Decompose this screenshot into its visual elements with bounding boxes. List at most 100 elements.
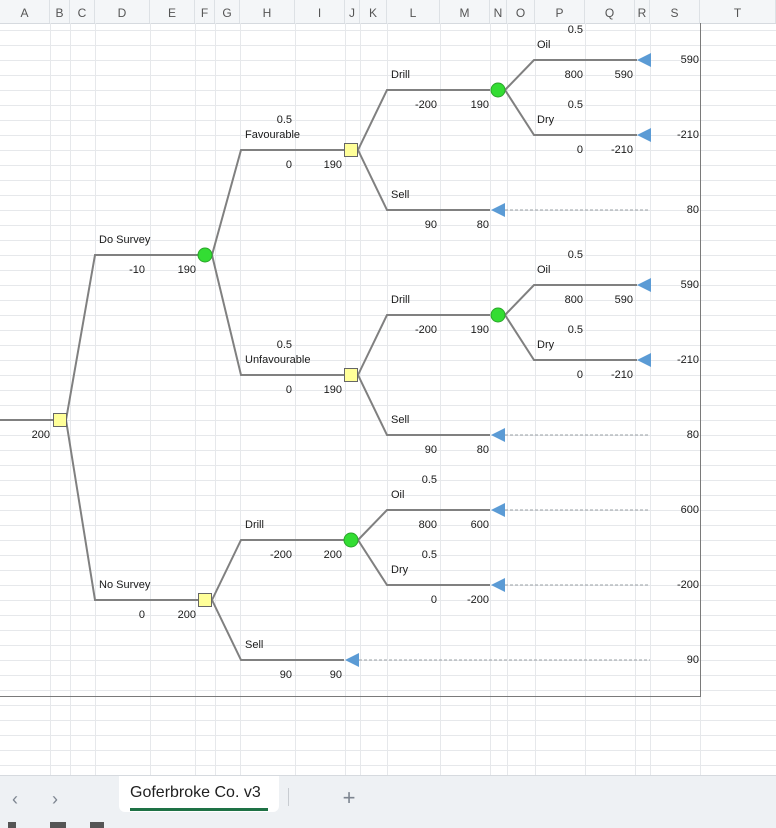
unfav-oil-label: Oil (537, 264, 551, 276)
column-header-E[interactable]: E (150, 0, 195, 23)
ns-oil-prob: 0.5 (421, 474, 437, 486)
branch-fav-drill (357, 89, 490, 151)
fav-oil-payoff: 590 (680, 54, 699, 66)
plus-icon[interactable]: + (342, 785, 356, 810)
unfav-dry-cost: 0 (576, 369, 583, 381)
fav-oil-label: Oil (537, 39, 551, 51)
fav-drill-label: Drill (391, 69, 410, 81)
branch-ns-sell (211, 599, 344, 661)
decision-node-no-survey[interactable] (198, 593, 212, 607)
chevron-right-icon[interactable]: › (52, 789, 58, 809)
fav-sell-cost: 90 (424, 219, 437, 231)
column-header-H[interactable]: H (240, 0, 295, 23)
column-header-Q[interactable]: Q (585, 0, 635, 23)
ns-dry-cost: 0 (430, 594, 437, 606)
terminal-fav-oil[interactable] (637, 53, 651, 67)
decision-tree (0, 53, 651, 667)
column-header-M[interactable]: M (440, 0, 490, 23)
column-header-K[interactable]: K (360, 0, 387, 23)
terminal-unfav-dry[interactable] (637, 353, 651, 367)
column-header-C[interactable]: C (70, 0, 95, 23)
no-survey-cost: 0 (138, 609, 145, 621)
decision-node-unfavourable[interactable] (344, 368, 358, 382)
chance-node-fav-drill[interactable] (490, 82, 506, 98)
terminal-ns-dry[interactable] (491, 578, 505, 592)
column-header-N[interactable]: N (490, 0, 507, 23)
unfavourable-label: Unfavourable (245, 354, 311, 366)
favourable-cost: 0 (285, 159, 292, 171)
terminal-unfav-oil[interactable] (637, 278, 651, 292)
ns-oil-cost: 800 (418, 519, 437, 531)
no-survey-value: 200 (177, 609, 196, 621)
do-survey-value: 190 (177, 264, 196, 276)
unfav-oil-payoff: 590 (680, 279, 699, 291)
terminal-ns-sell[interactable] (345, 653, 359, 667)
unfav-drill-label: Drill (391, 294, 410, 306)
sheet-tab-bar: ‹ › Goferbroke Co. v3 + (0, 775, 776, 828)
fav-drill-value: 190 (470, 99, 489, 111)
terminal-unfav-sell[interactable] (491, 428, 505, 442)
worksheet[interactable]: 200 Do Survey -10 190 No Survey 0 200 0.… (0, 23, 776, 775)
no-survey-label: No Survey (99, 579, 151, 591)
column-header-P[interactable]: P (535, 0, 585, 23)
decision-node-favourable[interactable] (344, 143, 358, 157)
fav-dry-label: Dry (537, 114, 555, 126)
branch-ns-dry (357, 539, 490, 586)
column-header-F[interactable]: F (195, 0, 215, 23)
sheet-tab-goferbroke[interactable]: Goferbroke Co. v3 (119, 776, 279, 812)
ns-dry-value: -200 (466, 594, 489, 606)
unfav-oil-cost: 800 (564, 294, 583, 306)
ns-oil-payoff: 600 (680, 504, 699, 516)
column-header-O[interactable]: O (507, 0, 535, 23)
column-header-S[interactable]: S (650, 0, 700, 23)
terminal-fav-sell[interactable] (491, 203, 505, 217)
favourable-label: Favourable (245, 129, 301, 141)
ns-dry-label: Dry (391, 564, 409, 576)
fav-drill-cost: -200 (414, 99, 437, 111)
branch-unfav-drill (357, 314, 490, 376)
column-header-I[interactable]: I (295, 0, 345, 23)
ns-sell-cost: 90 (279, 669, 292, 681)
column-header-J[interactable]: J (345, 0, 360, 23)
ns-dry-payoff: -200 (676, 579, 699, 591)
branch-unfav-oil (504, 284, 637, 316)
unfav-sell-payoff: 80 (686, 429, 699, 441)
column-header-T[interactable]: T (700, 0, 776, 23)
column-header-B[interactable]: B (50, 0, 70, 23)
unfav-sell-label: Sell (391, 414, 410, 426)
ns-oil-label: Oil (391, 489, 405, 501)
do-survey-label: Do Survey (99, 234, 151, 246)
unfav-sell-cost: 90 (424, 444, 437, 456)
branch-favourable (211, 149, 344, 256)
column-header-A[interactable]: A (0, 0, 50, 23)
column-header-L[interactable]: L (387, 0, 440, 23)
column-header-D[interactable]: D (95, 0, 150, 23)
ns-drill-label: Drill (245, 519, 264, 531)
chance-node-ns-drill[interactable] (343, 532, 359, 548)
branch-fav-dry (504, 89, 637, 136)
branch-no-survey (65, 419, 198, 601)
chance-node-survey[interactable] (197, 247, 213, 263)
fav-sell-label: Sell (391, 189, 410, 201)
unfav-dry-payoff: -210 (676, 354, 699, 366)
fav-dry-value: -210 (610, 144, 633, 156)
branch-unfavourable (211, 254, 344, 376)
unfav-drill-value: 190 (470, 324, 489, 336)
chevron-left-icon[interactable]: ‹ (12, 789, 18, 809)
terminal-ns-oil[interactable] (491, 503, 505, 517)
decision-node-root[interactable] (53, 413, 67, 427)
active-tab-underline (130, 808, 268, 811)
column-header-G[interactable]: G (215, 0, 240, 23)
fav-sell-value: 80 (476, 219, 489, 231)
branch-fav-sell (357, 149, 490, 211)
unfav-drill-cost: -200 (414, 324, 437, 336)
fav-dry-payoff: -210 (676, 129, 699, 141)
fav-oil-cost: 800 (564, 69, 583, 81)
fav-oil-prob: 0.5 (567, 24, 583, 36)
chance-node-unfav-drill[interactable] (490, 307, 506, 323)
sheet-view-icon (50, 822, 66, 828)
terminal-fav-dry[interactable] (637, 128, 651, 142)
unfav-oil-prob: 0.5 (567, 249, 583, 261)
column-header-R[interactable]: R (635, 0, 650, 23)
